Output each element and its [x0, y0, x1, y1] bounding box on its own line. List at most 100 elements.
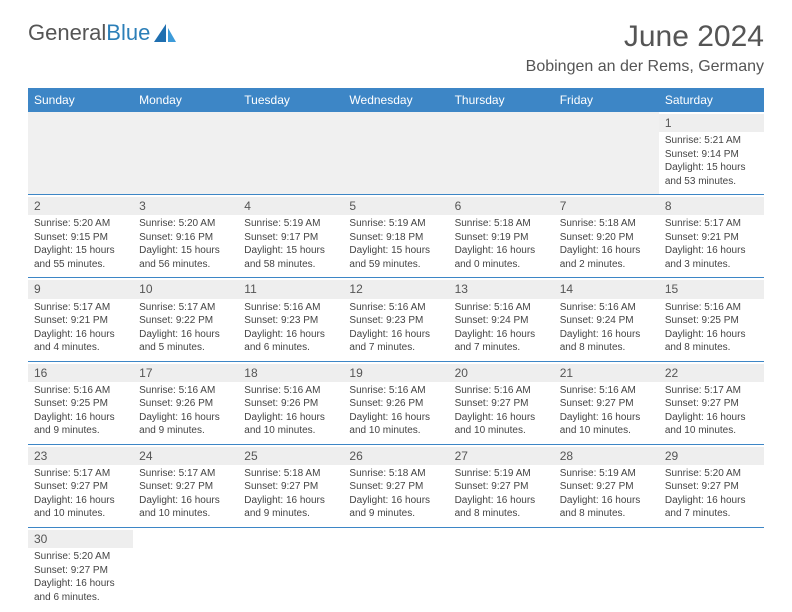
day-number: 13	[449, 280, 554, 298]
title-block: June 2024 Bobingen an der Rems, Germany	[526, 20, 764, 76]
calendar-cell: 9Sunrise: 5:17 AMSunset: 9:21 PMDaylight…	[28, 278, 133, 361]
sunset-text: Sunset: 9:27 PM	[455, 397, 548, 411]
sunset-text: Sunset: 9:25 PM	[34, 397, 127, 411]
day-details: Sunrise: 5:16 AMSunset: 9:23 PMDaylight:…	[244, 301, 337, 355]
day-number: 16	[28, 364, 133, 382]
calendar-cell: 16 Sunrise: 5:16 AMSunset: 9:25 PMDayligh…	[28, 361, 133, 444]
sunset-text: Sunset: 9:16 PM	[139, 231, 232, 245]
sunrise-text: Sunrise: 5:17 AM	[139, 301, 232, 315]
header: GeneralBlue June 2024 Bobingen an der Re…	[28, 20, 764, 76]
sunrise-text: Sunrise: 5:20 AM	[665, 467, 758, 481]
sunrise-text: Sunrise: 5:20 AM	[34, 550, 127, 564]
daylight-text: Daylight: 15 hours and 58 minutes.	[244, 244, 337, 271]
logo-text-1: General	[28, 20, 106, 46]
day-details: Sunrise: 5:16 AMSunset: 9:25 PMDaylight:…	[34, 384, 127, 438]
calendar-cell: 8Sunrise: 5:17 AMSunset: 9:21 PMDaylight…	[659, 195, 764, 278]
day-header: Monday	[133, 88, 238, 112]
calendar-row: 2Sunrise: 5:20 AMSunset: 9:15 PMDaylight…	[28, 195, 764, 278]
daylight-text: Daylight: 16 hours and 10 minutes.	[34, 494, 127, 521]
sunset-text: Sunset: 9:24 PM	[560, 314, 653, 328]
day-details: Sunrise: 5:20 AMSunset: 9:27 PMDaylight:…	[665, 467, 758, 521]
sunrise-text: Sunrise: 5:19 AM	[244, 217, 337, 231]
day-header: Friday	[554, 88, 659, 112]
logo-sail-icon	[152, 22, 178, 44]
day-details: Sunrise: 5:18 AMSunset: 9:27 PMDaylight:…	[349, 467, 442, 521]
day-details: Sunrise: 5:17 AMSunset: 9:21 PMDaylight:…	[34, 301, 127, 355]
day-number: 3	[133, 197, 238, 215]
calendar-row: 1Sunrise: 5:21 AMSunset: 9:14 PMDaylight…	[28, 112, 764, 195]
day-details: Sunrise: 5:21 AMSunset: 9:14 PMDaylight:…	[665, 134, 758, 188]
daylight-text: Daylight: 16 hours and 9 minutes.	[349, 494, 442, 521]
calendar-cell: 1Sunrise: 5:21 AMSunset: 9:14 PMDaylight…	[659, 112, 764, 195]
sunrise-text: Sunrise: 5:18 AM	[244, 467, 337, 481]
day-details: Sunrise: 5:16 AMSunset: 9:26 PMDaylight:…	[349, 384, 442, 438]
sunset-text: Sunset: 9:24 PM	[455, 314, 548, 328]
calendar-cell-empty	[28, 112, 133, 195]
logo: GeneralBlue	[28, 20, 178, 46]
daylight-text: Daylight: 16 hours and 10 minutes.	[560, 411, 653, 438]
daylight-text: Daylight: 16 hours and 10 minutes.	[349, 411, 442, 438]
sunrise-text: Sunrise: 5:19 AM	[455, 467, 548, 481]
daylight-text: Daylight: 16 hours and 10 minutes.	[244, 411, 337, 438]
sunset-text: Sunset: 9:27 PM	[244, 480, 337, 494]
sunset-text: Sunset: 9:23 PM	[244, 314, 337, 328]
sunset-text: Sunset: 9:23 PM	[349, 314, 442, 328]
calendar-cell-empty	[554, 527, 659, 610]
day-header: Thursday	[449, 88, 554, 112]
logo-text-2: Blue	[106, 20, 150, 46]
day-details: Sunrise: 5:16 AMSunset: 9:24 PMDaylight:…	[455, 301, 548, 355]
daylight-text: Daylight: 15 hours and 53 minutes.	[665, 161, 758, 188]
calendar-cell: 13 Sunrise: 5:16 AMSunset: 9:24 PMDayligh…	[449, 278, 554, 361]
sunrise-text: Sunrise: 5:16 AM	[455, 301, 548, 315]
calendar-cell-empty	[238, 527, 343, 610]
calendar-cell: 23Sunrise: 5:17 AMSunset: 9:27 PMDayligh…	[28, 444, 133, 527]
sunset-text: Sunset: 9:27 PM	[560, 397, 653, 411]
sunrise-text: Sunrise: 5:18 AM	[455, 217, 548, 231]
calendar-cell: 10Sunrise: 5:17 AMSunset: 9:22 PMDayligh…	[133, 278, 238, 361]
sunrise-text: Sunrise: 5:16 AM	[244, 301, 337, 315]
day-details: Sunrise: 5:19 AMSunset: 9:18 PMDaylight:…	[349, 217, 442, 271]
daylight-text: Daylight: 16 hours and 9 minutes.	[34, 411, 127, 438]
day-number: 7	[554, 197, 659, 215]
calendar-cell: 5 Sunrise: 5:19 AMSunset: 9:18 PMDaylight…	[343, 195, 448, 278]
day-header: Wednesday	[343, 88, 448, 112]
daylight-text: Daylight: 16 hours and 3 minutes.	[665, 244, 758, 271]
sunset-text: Sunset: 9:15 PM	[34, 231, 127, 245]
daylight-text: Daylight: 16 hours and 10 minutes.	[665, 411, 758, 438]
calendar-row: 30 Sunrise: 5:20 AMSunset: 9:27 PMDayligh…	[28, 527, 764, 610]
sunset-text: Sunset: 9:20 PM	[560, 231, 653, 245]
day-number: 18	[238, 364, 343, 382]
sunrise-text: Sunrise: 5:16 AM	[349, 301, 442, 315]
calendar-cell: 7Sunrise: 5:18 AMSunset: 9:20 PMDaylight…	[554, 195, 659, 278]
day-details: Sunrise: 5:16 AMSunset: 9:26 PMDaylight:…	[139, 384, 232, 438]
day-details: Sunrise: 5:20 AMSunset: 9:16 PMDaylight:…	[139, 217, 232, 271]
day-details: Sunrise: 5:20 AMSunset: 9:27 PMDaylight:…	[34, 550, 127, 604]
sunset-text: Sunset: 9:17 PM	[244, 231, 337, 245]
calendar-cell: 18 Sunrise: 5:16 AMSunset: 9:26 PMDayligh…	[238, 361, 343, 444]
calendar-row: 16Sunrise: 5:16 AMSunset: 9:25 PMDayligh…	[28, 361, 764, 444]
calendar-cell-empty	[449, 527, 554, 610]
day-details: Sunrise: 5:16 AMSunset: 9:26 PMDaylight:…	[244, 384, 337, 438]
calendar-cell: 21Sunrise: 5:16 AMSunset: 9:27 PMDayligh…	[554, 361, 659, 444]
day-details: Sunrise: 5:16 AMSunset: 9:25 PMDaylight:…	[665, 301, 758, 355]
daylight-text: Daylight: 16 hours and 2 minutes.	[560, 244, 653, 271]
day-number: 19	[343, 364, 448, 382]
day-number: 12	[343, 280, 448, 298]
day-number: 5	[343, 197, 448, 215]
day-details: Sunrise: 5:17 AMSunset: 9:22 PMDaylight:…	[139, 301, 232, 355]
day-number: 22	[659, 364, 764, 382]
day-number: 23	[28, 447, 133, 465]
sunrise-text: Sunrise: 5:16 AM	[560, 384, 653, 398]
daylight-text: Daylight: 16 hours and 8 minutes.	[665, 328, 758, 355]
sunrise-text: Sunrise: 5:16 AM	[455, 384, 548, 398]
sunrise-text: Sunrise: 5:20 AM	[34, 217, 127, 231]
daylight-text: Daylight: 16 hours and 7 minutes.	[665, 494, 758, 521]
calendar-cell: 11Sunrise: 5:16 AMSunset: 9:23 PMDayligh…	[238, 278, 343, 361]
calendar-cell-empty	[659, 527, 764, 610]
sunset-text: Sunset: 9:26 PM	[139, 397, 232, 411]
calendar-cell-empty	[133, 112, 238, 195]
sunrise-text: Sunrise: 5:17 AM	[139, 467, 232, 481]
day-number: 30	[28, 530, 133, 548]
daylight-text: Daylight: 15 hours and 56 minutes.	[139, 244, 232, 271]
calendar-cell: 12Sunrise: 5:16 AMSunset: 9:23 PMDayligh…	[343, 278, 448, 361]
